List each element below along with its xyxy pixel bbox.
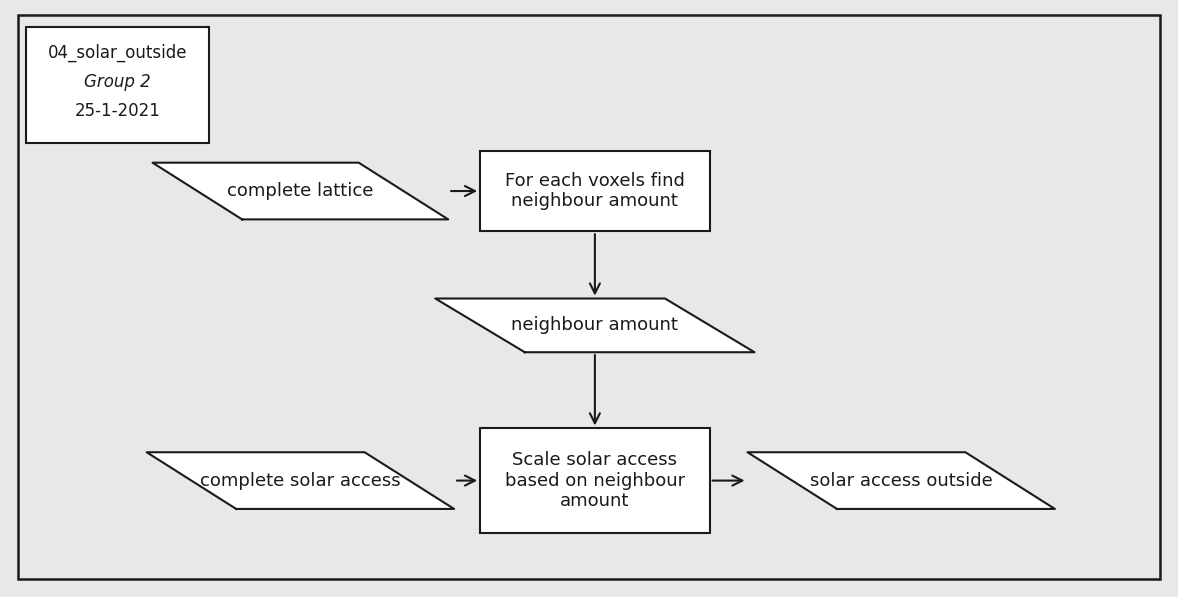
Polygon shape bbox=[146, 453, 455, 509]
Text: 25-1-2021: 25-1-2021 bbox=[74, 102, 160, 120]
Text: Group 2: Group 2 bbox=[84, 73, 151, 91]
Text: solar access outside: solar access outside bbox=[809, 472, 993, 490]
Bar bbox=[481, 429, 709, 533]
Bar bbox=[26, 27, 209, 143]
Bar bbox=[481, 150, 709, 231]
Text: 04_solar_outside: 04_solar_outside bbox=[47, 44, 187, 62]
Polygon shape bbox=[153, 162, 448, 219]
Text: For each voxels find
neighbour amount: For each voxels find neighbour amount bbox=[505, 172, 684, 210]
Text: neighbour amount: neighbour amount bbox=[511, 316, 679, 334]
Polygon shape bbox=[747, 453, 1054, 509]
Text: complete lattice: complete lattice bbox=[227, 182, 373, 200]
Text: Scale solar access
based on neighbour
amount: Scale solar access based on neighbour am… bbox=[505, 451, 684, 510]
Polygon shape bbox=[436, 298, 755, 352]
Text: complete solar access: complete solar access bbox=[200, 472, 401, 490]
